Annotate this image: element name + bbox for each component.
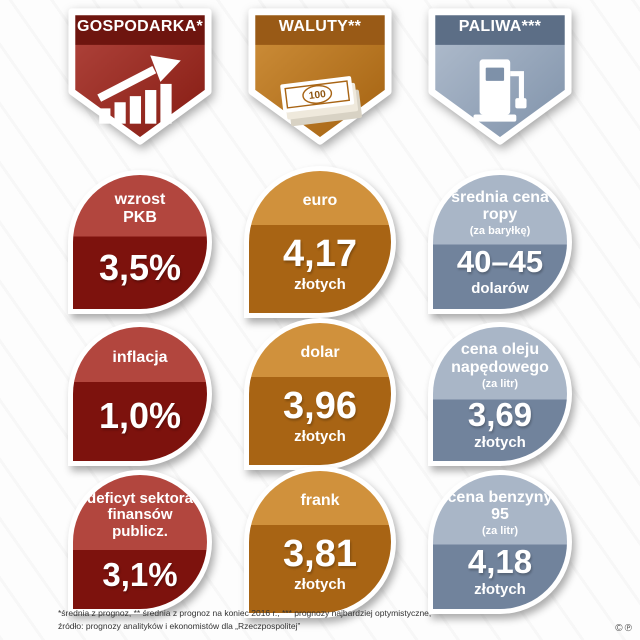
shield-gospodarka: GOSPODARKA* — [62, 4, 218, 150]
shield-icon-wrap — [89, 50, 191, 128]
badge-label: cena oleju napędowego (za litr) — [451, 341, 549, 390]
fuel-pump-icon — [473, 59, 527, 122]
badge-wzrost-pkb: wzrost PKB 3,5% — [68, 170, 212, 314]
badge-body: deficyt sektora finansów publicz. 3,1% — [73, 475, 207, 609]
badge-body: inflacja 1,0% — [73, 327, 207, 461]
badge-body: dolar 3,96 złotych — [249, 323, 391, 465]
badge-value: 3,69 — [467, 396, 533, 433]
column-header-gospodarka: GOSPODARKA* — [77, 18, 203, 35]
badge-label: dolar — [300, 344, 340, 362]
badge-unit: dolarów — [471, 280, 529, 298]
shield-icon-wrap — [449, 50, 551, 128]
badge-unit: złotych — [474, 581, 526, 599]
banknotes-icon: 100 — [280, 76, 362, 127]
badge-unit: złotych — [474, 434, 526, 451]
banknote-denomination: 100 — [308, 89, 327, 102]
column-header-paliwa: PALIWA*** — [458, 18, 542, 35]
badge-value: 40–45 — [456, 244, 544, 280]
badge-euro: euro 4,17 złotych — [244, 166, 396, 318]
badge-unit: złotych — [294, 427, 346, 445]
badge-inflacja: inflacja 1,0% — [68, 322, 212, 466]
badge-value: 3,5% — [98, 246, 182, 288]
badge-body: cena benzyny 95 (za litr) 4,18 złotych — [433, 475, 567, 609]
badge-label: euro — [302, 192, 338, 210]
badge-value-area: 40–45 dolarów — [433, 245, 567, 309]
badge-label: cena benzyny 95 (za litr) — [447, 488, 553, 537]
badge-body: średnia cena ropy (za baryłkę) 40–45 dol… — [433, 175, 567, 309]
badge-value-area: 1,0% — [73, 382, 207, 461]
badge-olej-napedowy: cena oleju napędowego (za litr) 3,69 zło… — [428, 322, 572, 466]
badge-unit: złotych — [294, 275, 346, 293]
badge-value: 1,0% — [98, 395, 182, 437]
badge-body: wzrost PKB 3,5% — [73, 175, 207, 309]
badge-value: 4,18 — [467, 543, 533, 581]
badge-unit: złotych — [294, 575, 346, 593]
badge-value: 4,17 — [283, 232, 357, 275]
footnotes: *średnia z prognoz, ** średnia z prognoz… — [58, 607, 431, 633]
badge-frank: frank 3,81 złotych — [244, 466, 396, 618]
copyright-marks: ©℗ — [615, 623, 634, 634]
growth-chart-icon — [97, 55, 181, 124]
badge-value: 3,1% — [102, 556, 178, 594]
badge-body: euro 4,17 złotych — [249, 171, 391, 313]
shield-paliwa: PALIWA*** — [422, 4, 578, 150]
badge-value-area: 3,96 złotych — [249, 377, 391, 465]
badge-value-area: 3,5% — [73, 237, 207, 309]
footnote-line-2: źródło: prognozy analityków i ekonomistó… — [58, 620, 301, 631]
badge-label: frank — [300, 492, 340, 510]
badge-sublabel: (za baryłkę) — [469, 224, 531, 237]
badge-sublabel: (za litr) — [481, 377, 519, 390]
shield-icon-wrap: 100 — [269, 50, 371, 128]
badge-label: średnia cena ropy (za baryłkę) — [451, 188, 549, 237]
footnote-line-1: *średnia z prognoz, ** średnia z prognoz… — [58, 607, 432, 618]
badge-body: cena oleju napędowego (za litr) 3,69 zło… — [433, 327, 567, 461]
badge-cena-ropy: średnia cena ropy (za baryłkę) 40–45 dol… — [428, 170, 572, 314]
badge-value-area: 3,69 złotych — [433, 398, 567, 461]
badge-value-area: 4,18 złotych — [433, 545, 567, 609]
badge-label: wzrost PKB — [114, 191, 166, 226]
badge-sublabel: (za litr) — [481, 524, 519, 537]
badge-value-area: 4,17 złotych — [249, 225, 391, 313]
badge-body: frank 3,81 złotych — [249, 471, 391, 613]
column-header-waluty: WALUTY** — [278, 18, 362, 35]
badge-label: inflacja — [112, 348, 168, 366]
badge-benzyna-95: cena benzyny 95 (za litr) 4,18 złotych — [428, 470, 572, 614]
badge-value: 3,96 — [283, 384, 357, 427]
badge-dolar: dolar 3,96 złotych — [244, 318, 396, 470]
badge-value-area: 3,1% — [73, 550, 207, 609]
badge-value: 3,81 — [283, 532, 357, 575]
badge-value-area: 3,81 złotych — [249, 525, 391, 613]
badge-label: deficyt sektora finansów publicz. — [87, 489, 193, 540]
badge-deficyt: deficyt sektora finansów publicz. 3,1% — [68, 470, 212, 614]
shield-waluty: WALUTY** 100 — [242, 4, 398, 150]
